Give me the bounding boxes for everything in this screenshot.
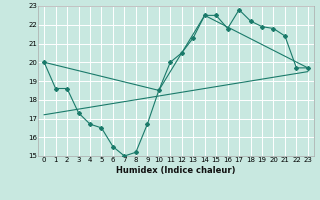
X-axis label: Humidex (Indice chaleur): Humidex (Indice chaleur) [116, 166, 236, 175]
